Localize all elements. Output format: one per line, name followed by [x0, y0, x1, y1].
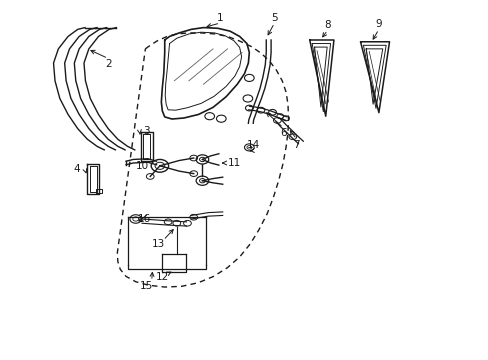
Text: 11: 11 — [228, 158, 241, 168]
Text: 3: 3 — [143, 126, 150, 136]
Text: 16: 16 — [137, 214, 150, 224]
Text: 8: 8 — [324, 20, 330, 30]
Text: 13: 13 — [151, 239, 165, 249]
Text: 9: 9 — [375, 19, 382, 29]
Text: 4: 4 — [73, 165, 80, 174]
Text: 14: 14 — [246, 140, 259, 150]
Text: 15: 15 — [140, 281, 153, 291]
Text: 12: 12 — [155, 273, 168, 283]
Text: 7: 7 — [293, 140, 300, 149]
Text: 1: 1 — [217, 13, 223, 23]
Text: 5: 5 — [271, 13, 277, 23]
Text: 10: 10 — [135, 161, 148, 171]
Text: 6: 6 — [279, 128, 286, 138]
Text: 2: 2 — [104, 59, 111, 69]
